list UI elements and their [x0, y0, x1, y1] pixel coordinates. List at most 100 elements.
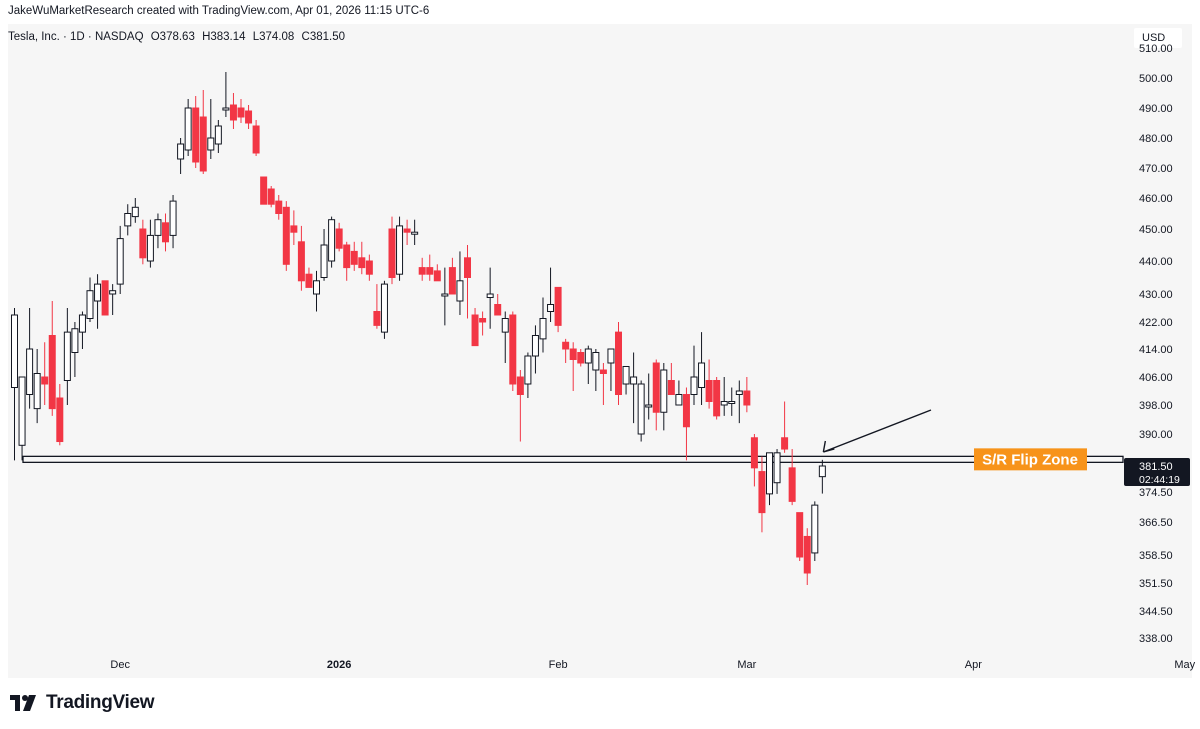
candle-body: [471, 314, 479, 347]
y-tick-label: 406.00: [1139, 372, 1173, 384]
candle-body: [177, 143, 185, 160]
y-tick-label: 390.00: [1139, 429, 1173, 441]
candle-body: [78, 314, 86, 333]
candle-body: [48, 335, 56, 410]
candle-body: [811, 504, 819, 554]
candle-body: [418, 267, 426, 275]
candle-body: [11, 314, 18, 388]
candle-body: [501, 318, 509, 333]
candle-body: [494, 304, 502, 316]
candle-body: [199, 116, 207, 172]
candle-body: [698, 362, 706, 388]
candle-body: [71, 328, 79, 353]
candle-body: [577, 352, 585, 364]
candle-body: [229, 104, 237, 121]
candle-body: [531, 335, 539, 357]
exchange: NASDAQ: [94, 31, 144, 43]
candle-body: [796, 512, 804, 558]
candle-body: [396, 225, 404, 275]
candle-body: [26, 348, 34, 395]
candle-body: [358, 257, 366, 269]
candle-body: [766, 452, 773, 495]
candle-body: [433, 270, 441, 282]
candle-body: [260, 176, 268, 205]
candle-body: [592, 352, 600, 371]
candle-body: [403, 228, 411, 233]
candle-body: [622, 366, 630, 385]
candle-body: [690, 376, 698, 395]
candle-body: [124, 213, 132, 227]
candle-body: [599, 369, 607, 374]
candle-body: [192, 107, 200, 163]
x-axis-label: Feb: [549, 659, 568, 671]
y-tick-label: 338.00: [1139, 633, 1173, 645]
candle-body: [388, 228, 396, 278]
candle-body: [818, 465, 826, 478]
y-tick-label: 450.00: [1139, 224, 1173, 236]
candle-body: [584, 348, 592, 364]
candle-body: [365, 260, 373, 275]
candle-body: [320, 244, 328, 278]
candle-body: [516, 376, 524, 395]
candle-body: [214, 125, 222, 145]
candle-body: [94, 283, 102, 302]
candle-body: [547, 304, 555, 312]
candle-body: [464, 257, 471, 278]
x-axis-label: May: [1174, 659, 1195, 671]
candle-body: [290, 225, 298, 233]
currency-button[interactable]: USD: [1134, 28, 1182, 48]
candle-body: [33, 373, 41, 410]
x-axis-label: 2026: [327, 659, 351, 671]
y-tick-label: 414.00: [1139, 344, 1173, 356]
symbol-name: Tesla, Inc.: [8, 31, 60, 43]
candle-body: [18, 376, 26, 446]
candle-body: [373, 311, 381, 326]
candle-body: [456, 280, 464, 302]
y-tick-label: 344.50: [1139, 606, 1173, 618]
tradingview-logo-icon: [10, 695, 36, 711]
candle-body: [713, 380, 721, 417]
y-tick-label: 351.50: [1139, 578, 1173, 590]
candle-body: [667, 380, 675, 395]
candle-body: [63, 331, 71, 381]
candle-body: [184, 107, 192, 151]
ohlc-close: C381.50: [301, 31, 346, 43]
candle-body: [675, 394, 683, 406]
candle-body: [728, 401, 736, 404]
candle-body: [652, 362, 660, 413]
y-tick-label: 366.50: [1139, 517, 1173, 529]
footer-logo: TradingView: [10, 692, 155, 714]
annotation-arrowhead: [822, 440, 835, 453]
y-tick-label: 422.00: [1139, 317, 1173, 329]
y-tick-label: 398.00: [1139, 400, 1173, 412]
candle-body: [773, 452, 781, 484]
zone-label-text: S/R Flip Zone: [982, 451, 1078, 468]
candle-body: [788, 467, 796, 502]
x-axis-label: Mar: [737, 659, 756, 671]
candle-body: [411, 231, 419, 235]
candle-body: [169, 200, 177, 236]
interval: 1D: [70, 31, 85, 43]
ohlc-high: H383.14: [202, 31, 246, 43]
candle-body: [109, 290, 117, 295]
candle-body: [615, 331, 622, 395]
candle-body: [781, 437, 789, 450]
candle-body: [139, 228, 147, 259]
candle-body: [86, 290, 94, 320]
y-tick-label: 500.00: [1139, 73, 1173, 85]
candle-body: [803, 535, 811, 574]
y-tick-label: 470.00: [1139, 163, 1173, 175]
candle-body: [660, 369, 668, 413]
y-tick-label: 460.00: [1139, 193, 1173, 205]
candle-body: [146, 234, 154, 262]
annotation-arrow: [823, 409, 932, 453]
x-axis-label: Dec: [110, 659, 130, 671]
candle-body: [222, 107, 230, 111]
symbol-legend: Tesla, Inc. · 1D · NASDAQ O378.63 H383.1…: [8, 31, 345, 43]
candle-body: [252, 125, 260, 154]
candle-body: [335, 228, 343, 249]
candle-body: [630, 376, 638, 385]
candle-body: [720, 401, 728, 406]
candle-body: [735, 390, 743, 395]
